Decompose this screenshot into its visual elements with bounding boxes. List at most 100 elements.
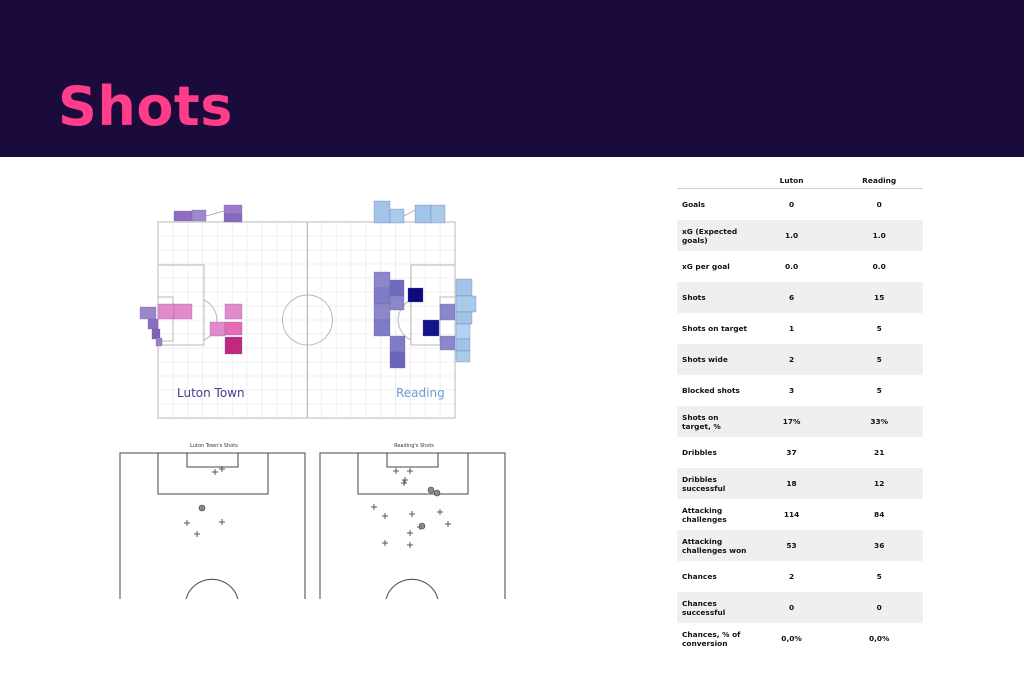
shot-cross: [371, 504, 377, 510]
stat-label: xG (Expected goals): [682, 226, 738, 245]
heatmap-cell: [389, 208, 405, 224]
reading-value: 5: [876, 572, 882, 581]
luton-value: 0: [788, 200, 795, 209]
stat-label: Attacking challenges: [682, 505, 727, 524]
shot-cross: [212, 469, 218, 475]
luton-shots-title: Luton Town's Shots: [190, 443, 238, 449]
heatmap-cell: [173, 303, 193, 320]
reading-six-yard-box: [386, 452, 439, 468]
reading-shot-map: Reading's Shots: [319, 443, 506, 600]
heatmap-cell: [439, 303, 456, 321]
table-header: Luton Reading: [677, 172, 923, 189]
luton-value: 0: [788, 603, 795, 612]
luton-penalty-box: [157, 452, 269, 495]
stat-label: Chances, % of conversion: [682, 629, 741, 648]
stat-label: Shots on target: [682, 324, 748, 333]
stat-label: Chances: [682, 572, 717, 581]
heatmap-cell: [414, 204, 432, 224]
luton-value: 114: [783, 510, 800, 519]
table-row: Chances, % of conversion 0,0% 0,0%: [677, 623, 923, 654]
luton-value: 2: [788, 355, 795, 364]
heatmap-cell: [224, 321, 243, 336]
reading-value: 33%: [870, 417, 889, 426]
heatmap-cell: [373, 271, 391, 289]
shot-on-target: [427, 486, 435, 494]
stat-label: Shots wide: [682, 355, 728, 364]
heatmap-cell: [209, 321, 226, 337]
table-row: Dribbles 37 21: [677, 437, 923, 468]
left-penalty-arc: [203, 299, 218, 341]
shot-cross: [219, 466, 225, 472]
luton-centre-arc: [185, 578, 239, 600]
team-label-luton: Luton Town: [177, 386, 245, 400]
reading-value: 12: [874, 479, 885, 488]
header-reading: Reading: [862, 175, 897, 185]
shot-cross: [393, 468, 399, 474]
heatmap-cell: [389, 335, 406, 353]
shot-cross: [409, 511, 415, 517]
reading-value: 5: [876, 355, 882, 364]
stat-label: Attacking challenges won: [682, 536, 747, 555]
shot-cross: [445, 521, 451, 527]
table-row: Shots wide 2 5: [677, 344, 923, 375]
luton-value: 0,0%: [781, 634, 802, 643]
stats-table: Luton Reading Goals 0 0 xG (Expected goals)…: [677, 172, 923, 654]
table-row: Goals 0 0: [677, 189, 923, 220]
stat-label: Dribbles: [682, 448, 717, 457]
shot-cross: [407, 468, 413, 474]
reading-penalty-box: [357, 452, 469, 495]
heatmap-cell: [155, 337, 163, 347]
heatmap-cell: [389, 295, 405, 311]
luton-value: 53: [786, 541, 797, 550]
shot-cross: [402, 477, 408, 483]
shot-on-target: [198, 504, 206, 512]
right-penalty-arc: [397, 299, 412, 341]
team-label-reading: Reading: [396, 386, 445, 400]
heatmap-cells: [139, 200, 477, 369]
heatmap-cell: [422, 319, 440, 337]
reading-value: 1.0: [872, 231, 886, 240]
luton-value: 1: [788, 324, 795, 333]
stat-label: Dribbles successful: [682, 474, 726, 493]
luton-value: 6: [788, 293, 795, 302]
stat-label: xG per goal: [682, 262, 730, 271]
heatmap-cell: [223, 204, 243, 215]
reading-value: 0: [876, 200, 882, 209]
shot-cross: [382, 540, 388, 546]
heatmap-cell: [373, 303, 391, 321]
shot-cross: [437, 509, 443, 515]
table-row: Shots on target, % 17% 33%: [677, 406, 923, 437]
luton-value: 17%: [782, 417, 801, 426]
stat-label: Shots on target, %: [682, 412, 721, 431]
stat-label: Chances successful: [682, 598, 726, 617]
centre-circle: [282, 294, 333, 346]
reading-shots-title: Reading's Shots: [394, 443, 434, 449]
luton-shot-map: Luton Town's Shots: [119, 443, 306, 600]
heatmap-cell: [389, 279, 405, 297]
table-row: Blocked shots 3 5: [677, 375, 923, 406]
reading-value: 21: [874, 448, 885, 457]
shot-cross: [194, 531, 200, 537]
heatmap-cell: [157, 303, 175, 320]
reading-value: 36: [874, 541, 885, 550]
reading-shot-marks: [371, 468, 451, 548]
stat-label: Goals: [682, 200, 706, 209]
luton-pitch-outline: [119, 452, 306, 599]
heatmap-cell: [191, 209, 207, 222]
luton-value: 18: [786, 479, 797, 488]
heatmap-cell: [455, 295, 477, 313]
reading-value: 5: [876, 386, 882, 395]
heatmap-cell: [407, 287, 424, 303]
table-body: Goals 0 0 xG (Expected goals) 1.0 1.0 xG per g…: [677, 189, 923, 654]
heatmap-cell: [139, 306, 157, 320]
header-luton: Luton: [779, 175, 804, 185]
shot-cross: [401, 480, 407, 486]
heatmap-cell: [455, 323, 471, 340]
luton-value: 0.0: [785, 262, 799, 271]
heatmap-cell: [147, 318, 159, 330]
shot-maps: Luton Town's Shots Reading's Shots: [119, 443, 506, 600]
heatmap-cell: [224, 336, 243, 355]
heatmap-cell: [173, 210, 193, 222]
heatmap-cell: [455, 278, 473, 297]
table-row: Attacking challenges won 53 36: [677, 530, 923, 561]
